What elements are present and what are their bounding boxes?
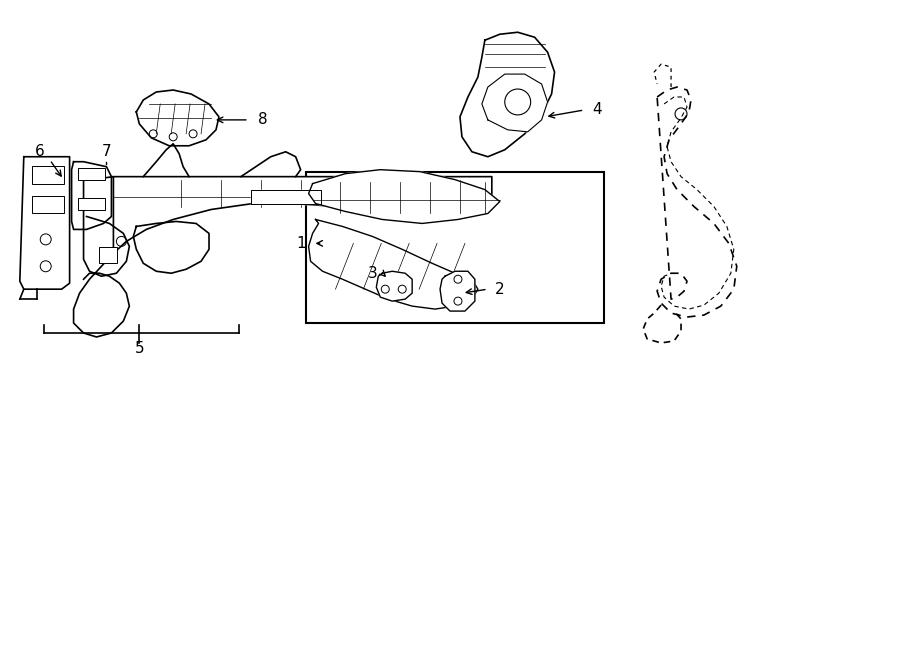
Text: 5: 5 [134, 342, 144, 356]
Bar [77, 198, 105, 210]
Bar [100, 247, 117, 263]
Text: 4: 4 [592, 102, 602, 118]
Polygon shape [74, 176, 130, 337]
Polygon shape [440, 271, 475, 311]
Bar [77, 168, 105, 180]
Polygon shape [72, 162, 112, 229]
Bar [32, 196, 64, 214]
Polygon shape [143, 144, 189, 176]
Polygon shape [241, 152, 301, 176]
Text: 1: 1 [296, 236, 305, 251]
Text: 3: 3 [367, 266, 377, 281]
Polygon shape [251, 190, 320, 204]
FancyBboxPatch shape [306, 172, 604, 323]
Text: 2: 2 [495, 282, 505, 297]
Polygon shape [113, 176, 491, 253]
Text: 6: 6 [35, 144, 45, 159]
Polygon shape [482, 74, 547, 132]
Polygon shape [20, 157, 69, 289]
Text: 8: 8 [258, 112, 267, 128]
Polygon shape [133, 221, 209, 273]
Polygon shape [84, 180, 130, 276]
Polygon shape [136, 90, 219, 146]
Text: 7: 7 [102, 144, 112, 159]
Polygon shape [309, 170, 500, 223]
Polygon shape [460, 32, 554, 157]
Polygon shape [309, 219, 478, 309]
Bar [32, 166, 64, 184]
Polygon shape [376, 271, 412, 301]
